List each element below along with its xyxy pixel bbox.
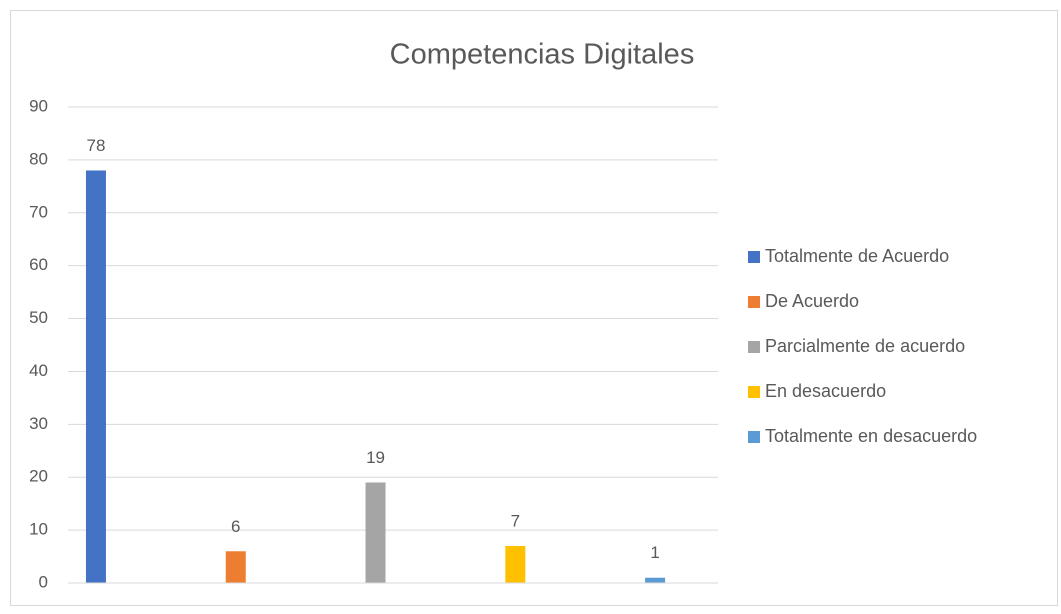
bar: [365, 482, 386, 583]
y-tick-label: 10: [29, 520, 48, 539]
y-tick-label: 70: [29, 202, 48, 221]
bar: [225, 551, 246, 583]
legend-swatch: [748, 296, 760, 308]
legend-swatch: [748, 386, 760, 398]
chart-border: [10, 10, 1058, 606]
data-label: 6: [231, 517, 240, 536]
data-label: 7: [511, 511, 520, 530]
y-tick-label: 0: [39, 572, 48, 591]
legend-label: Parcialmente de acuerdo: [765, 336, 965, 356]
y-tick-label: 60: [29, 255, 48, 274]
legend-label: Totalmente en desacuerdo: [765, 426, 977, 446]
y-tick-label: 40: [29, 361, 48, 380]
legend-swatch: [748, 251, 760, 263]
y-tick-label: 30: [29, 414, 48, 433]
bar: [85, 170, 106, 583]
bar: [505, 545, 526, 583]
chart-title: Competencias Digitales: [390, 39, 695, 71]
legend-swatch: [748, 431, 760, 443]
data-label: 1: [650, 543, 659, 562]
y-tick-label: 20: [29, 467, 48, 486]
y-tick-label: 50: [29, 308, 48, 327]
data-label: 78: [86, 136, 105, 155]
legend-label: De Acuerdo: [765, 291, 859, 311]
legend-swatch: [748, 341, 760, 353]
data-label: 19: [366, 448, 385, 467]
legend-label: Totalmente de Acuerdo: [765, 246, 949, 266]
legend-label: En desacuerdo: [765, 381, 886, 401]
y-tick-label: 80: [29, 149, 48, 168]
bar: [645, 577, 666, 583]
y-tick-label: 90: [29, 96, 48, 115]
